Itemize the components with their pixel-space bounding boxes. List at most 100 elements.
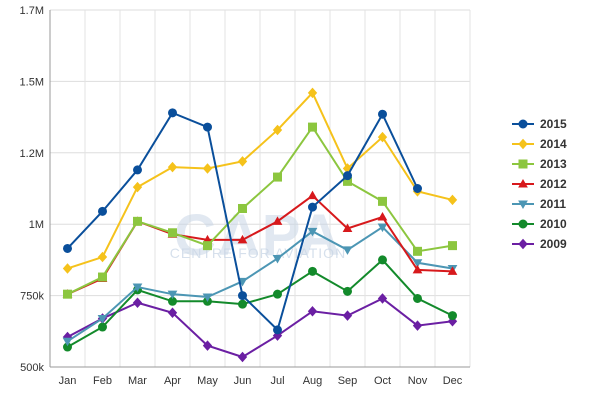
data-point-2015 (238, 291, 247, 301)
x-tick-label: Nov (408, 375, 428, 387)
data-point-2011 (97, 314, 108, 324)
x-tick-label: Apr (164, 375, 181, 387)
data-point-2015 (413, 184, 422, 193)
data-point-2015 (98, 206, 107, 216)
x-tick-label: Oct (374, 375, 391, 387)
data-point-2015 (378, 109, 387, 119)
data-point-2015 (168, 108, 177, 118)
data-point-2014 (237, 156, 248, 167)
legend-label: 2014 (540, 137, 567, 151)
legend-item-2014: 2014 (512, 137, 567, 151)
data-point-2015 (343, 171, 352, 181)
data-point-2013 (203, 241, 212, 251)
x-tick-label: Mar (128, 375, 147, 387)
legend-item-2015: 2015 (512, 117, 567, 131)
data-point-2010 (378, 255, 387, 265)
data-point-2011 (377, 223, 388, 233)
legend-swatch-marker (518, 178, 528, 188)
legend-item-2012: 2012 (512, 177, 567, 191)
data-point-2013 (63, 289, 72, 299)
data-point-2011 (167, 290, 178, 300)
legend-label: 2012 (540, 177, 567, 191)
series-line-2014 (67, 91, 453, 270)
legend-item-2013: 2013 (512, 157, 567, 171)
y-tick-label: 500k (20, 362, 44, 374)
data-point-2015 (63, 243, 72, 253)
legend-swatch-marker (518, 238, 528, 250)
data-point-2012 (377, 212, 388, 221)
series-2015 (63, 108, 422, 335)
data-point-2014 (97, 251, 108, 263)
data-point-2009 (377, 293, 388, 304)
series-2014 (62, 87, 458, 274)
series-layer (62, 87, 458, 363)
data-point-2012 (272, 216, 283, 225)
data-point-2010 (448, 311, 457, 321)
data-point-2009 (237, 351, 248, 363)
x-tick-label: Feb (93, 375, 112, 387)
legend: 2015 2014 2013 2012 2011 2010 2009 (512, 117, 567, 251)
series-line-2013 (67, 125, 453, 296)
legend-swatch-marker (518, 119, 528, 129)
data-point-2015 (133, 165, 142, 175)
series-2013 (63, 122, 457, 299)
data-point-2010 (308, 266, 317, 276)
legend-item-2010: 2010 (512, 217, 567, 231)
legend-swatch-marker (518, 159, 528, 169)
axes (49, 10, 470, 368)
data-point-2011 (202, 293, 213, 303)
x-tick-label: Sep (338, 375, 358, 387)
data-point-2011 (132, 283, 143, 293)
y-tick-label: 1.2M (20, 148, 44, 160)
legend-label: 2010 (540, 217, 567, 231)
data-point-2014 (167, 161, 178, 173)
legend-label: 2013 (540, 157, 567, 171)
data-point-2012 (237, 234, 248, 244)
x-tick-label: May (197, 375, 218, 387)
x-tick-label: Aug (303, 375, 323, 387)
data-point-2010 (343, 286, 352, 296)
data-point-2015 (308, 202, 317, 212)
legend-swatch-marker (518, 219, 528, 229)
data-point-2014 (272, 124, 283, 136)
data-point-2013 (273, 172, 282, 182)
y-tick-label: 1.7M (20, 5, 44, 17)
data-point-2011 (342, 246, 353, 255)
data-point-2012 (412, 264, 423, 274)
data-point-2011 (272, 254, 283, 264)
y-tick-label: 1.5M (20, 76, 44, 88)
data-point-2011 (412, 259, 423, 268)
gridlines (49, 9, 471, 368)
y-tick-label: 1M (29, 219, 44, 231)
data-point-2014 (307, 87, 318, 99)
data-point-2015 (273, 325, 282, 335)
legend-item-2009: 2009 (512, 237, 567, 251)
data-point-2012 (342, 223, 353, 232)
x-tick-label: Jan (59, 375, 77, 387)
data-point-2013 (168, 228, 177, 238)
x-tick-label: Dec (443, 375, 463, 387)
data-point-2010 (238, 299, 247, 309)
watermark-sub: CENTRE FOR AVIATION (170, 245, 346, 261)
data-point-2015 (203, 122, 212, 132)
series-line-2010 (67, 258, 453, 348)
series-line-2011 (66, 225, 453, 343)
data-point-2013 (98, 272, 107, 282)
x-tick-label: Jun (234, 375, 252, 387)
data-point-2009 (342, 310, 353, 321)
data-point-2011 (62, 337, 73, 347)
data-point-2013 (308, 122, 317, 132)
data-point-2013 (378, 196, 387, 206)
data-point-2012 (447, 266, 458, 275)
data-point-2014 (62, 263, 73, 274)
data-point-2009 (202, 340, 213, 351)
tick-labels: 500k 750k 1M 1.2M 1.5M 1.7M Jan Feb Mar Apr May Jun… (20, 5, 463, 387)
legend-label: 2009 (540, 237, 567, 251)
data-point-2009 (307, 306, 318, 317)
data-point-2014 (447, 194, 458, 206)
data-point-2013 (448, 241, 457, 251)
legend-swatch-marker (518, 200, 528, 210)
data-point-2014 (132, 181, 143, 193)
data-point-2009 (167, 307, 178, 318)
